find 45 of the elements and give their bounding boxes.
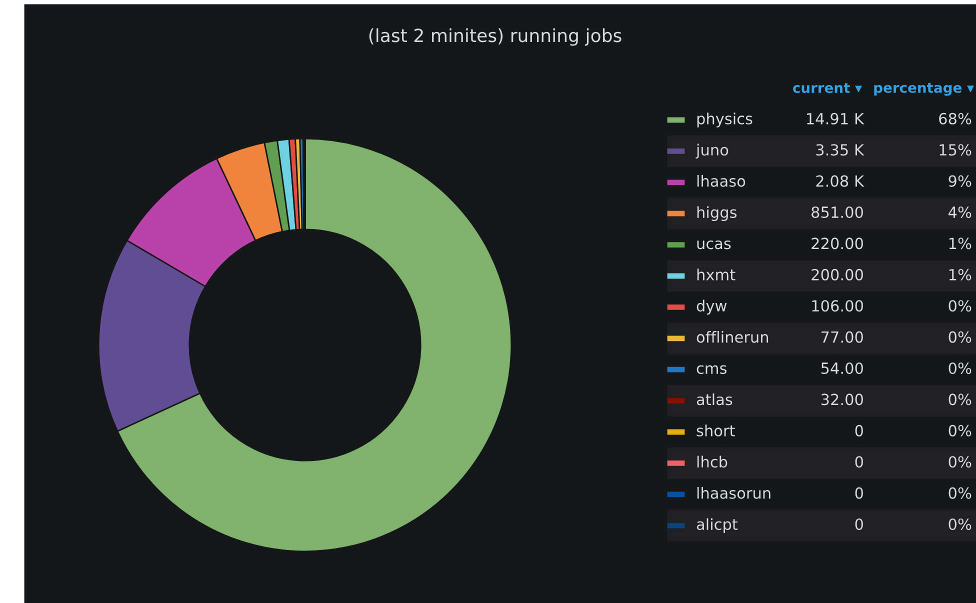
legend-label: lhaaso: [697, 175, 746, 187]
text: 0%: [948, 424, 972, 436]
text: 0%: [948, 456, 972, 468]
text: 0: [855, 518, 863, 530]
data-label: 3.35 K: [816, 144, 864, 156]
text: 0%: [948, 487, 972, 499]
text: 0%: [948, 362, 972, 374]
data-label: 54.00: [821, 362, 863, 374]
data-label: 2.08 K: [816, 175, 864, 187]
text: 4%: [948, 206, 972, 218]
text: 1%: [949, 238, 972, 250]
text: 0: [855, 424, 863, 436]
text: 0%: [948, 300, 972, 312]
data-label: 14.91 K: [807, 112, 864, 124]
legend-label: higgs: [697, 206, 737, 221]
text: 15%: [940, 144, 972, 156]
legend-label: alicpt: [696, 518, 738, 533]
data-label: 106.00: [812, 300, 863, 312]
text: 0: [855, 456, 863, 468]
legend-label: cms: [696, 365, 726, 374]
data-label: 851.00: [812, 206, 863, 218]
text: percentage ▾: [874, 82, 974, 96]
legend-label: hxmt: [697, 268, 736, 280]
text: 0%: [948, 394, 972, 406]
text: 0%: [948, 518, 972, 530]
legend-label: juno: [696, 144, 728, 159]
legend-label: physics: [697, 112, 752, 128]
data-label: 200.00: [812, 268, 863, 280]
text: 0%: [948, 331, 972, 343]
legend-label: lhaasorun: [697, 487, 770, 499]
text: 9%: [948, 175, 972, 187]
legend-label: ucas: [697, 240, 731, 250]
data-label: 77.00: [822, 331, 863, 343]
text: 68%: [939, 112, 972, 124]
data-label: 220.00: [812, 238, 863, 250]
text: 0: [855, 487, 863, 499]
legend-label: atlas: [696, 393, 732, 406]
text: 1%: [949, 268, 972, 280]
text: current ▾: [793, 83, 862, 94]
legend-label: offlinerun: [696, 331, 768, 343]
data-label: 32.00: [821, 394, 863, 406]
legend-label: dyw: [696, 300, 727, 315]
legend-label: short: [696, 424, 735, 436]
chart-title: (last 2 minites) running jobs: [369, 28, 622, 46]
legend-label: lhcb: [697, 456, 728, 468]
